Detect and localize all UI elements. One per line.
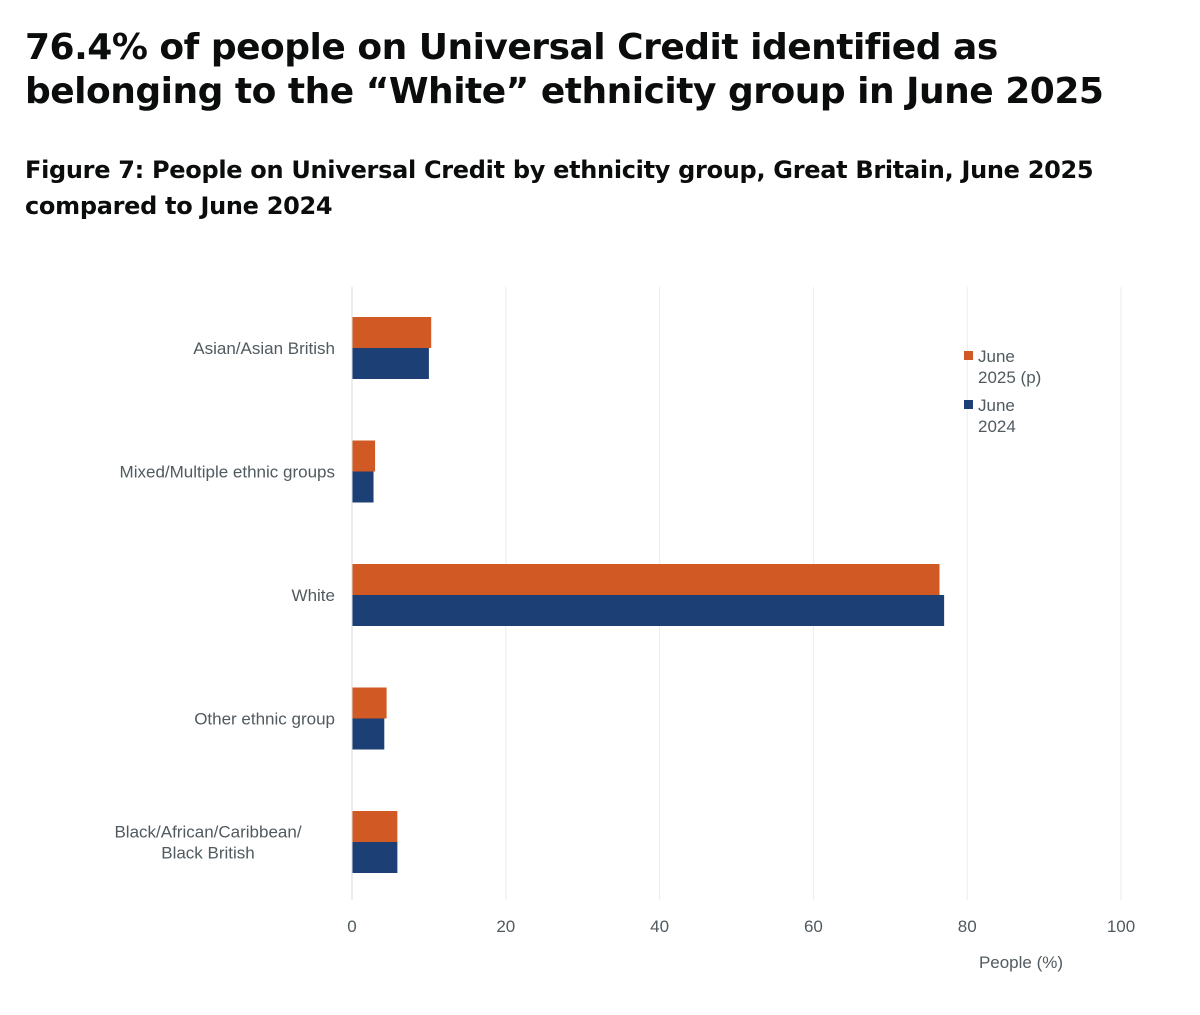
bar-june-2025 xyxy=(352,317,432,348)
category-label: White xyxy=(292,586,335,605)
bar-june-2025 xyxy=(352,811,398,842)
bar-june-2025 xyxy=(352,687,387,719)
bar-june-2024 xyxy=(352,471,374,503)
bar-june-2024 xyxy=(352,718,385,750)
category-label: Mixed/Multiple ethnic groups xyxy=(120,463,335,482)
x-tick-label: 20 xyxy=(496,917,515,936)
bar-june-2024 xyxy=(352,348,429,379)
legend-swatch xyxy=(964,351,973,360)
legend-swatch xyxy=(964,400,973,409)
x-tick-label: 60 xyxy=(804,917,823,936)
bar-june-2024 xyxy=(352,595,945,626)
x-tick-label: 80 xyxy=(958,917,977,936)
bar-june-2025 xyxy=(352,564,940,595)
bar-june-2025 xyxy=(352,440,376,472)
x-tick-label: 0 xyxy=(347,917,356,936)
x-tick-label: 40 xyxy=(650,917,669,936)
figure-title: Figure 7: People on Universal Credit by … xyxy=(25,156,1094,220)
legend-label: June 2025 (p) xyxy=(978,347,1041,387)
category-label: Black/African/Caribbean/Black British xyxy=(114,823,301,863)
x-tick-label: 100 xyxy=(1107,917,1135,936)
x-axis-title: People (%) xyxy=(979,953,1063,972)
category-label: Other ethnic group xyxy=(194,710,335,729)
headline: 76.4% of people on Universal Credit iden… xyxy=(25,27,1104,112)
legend-label: June 2024 xyxy=(978,396,1016,436)
bar-june-2024 xyxy=(352,842,398,873)
category-label: Asian/Asian British xyxy=(193,339,335,358)
